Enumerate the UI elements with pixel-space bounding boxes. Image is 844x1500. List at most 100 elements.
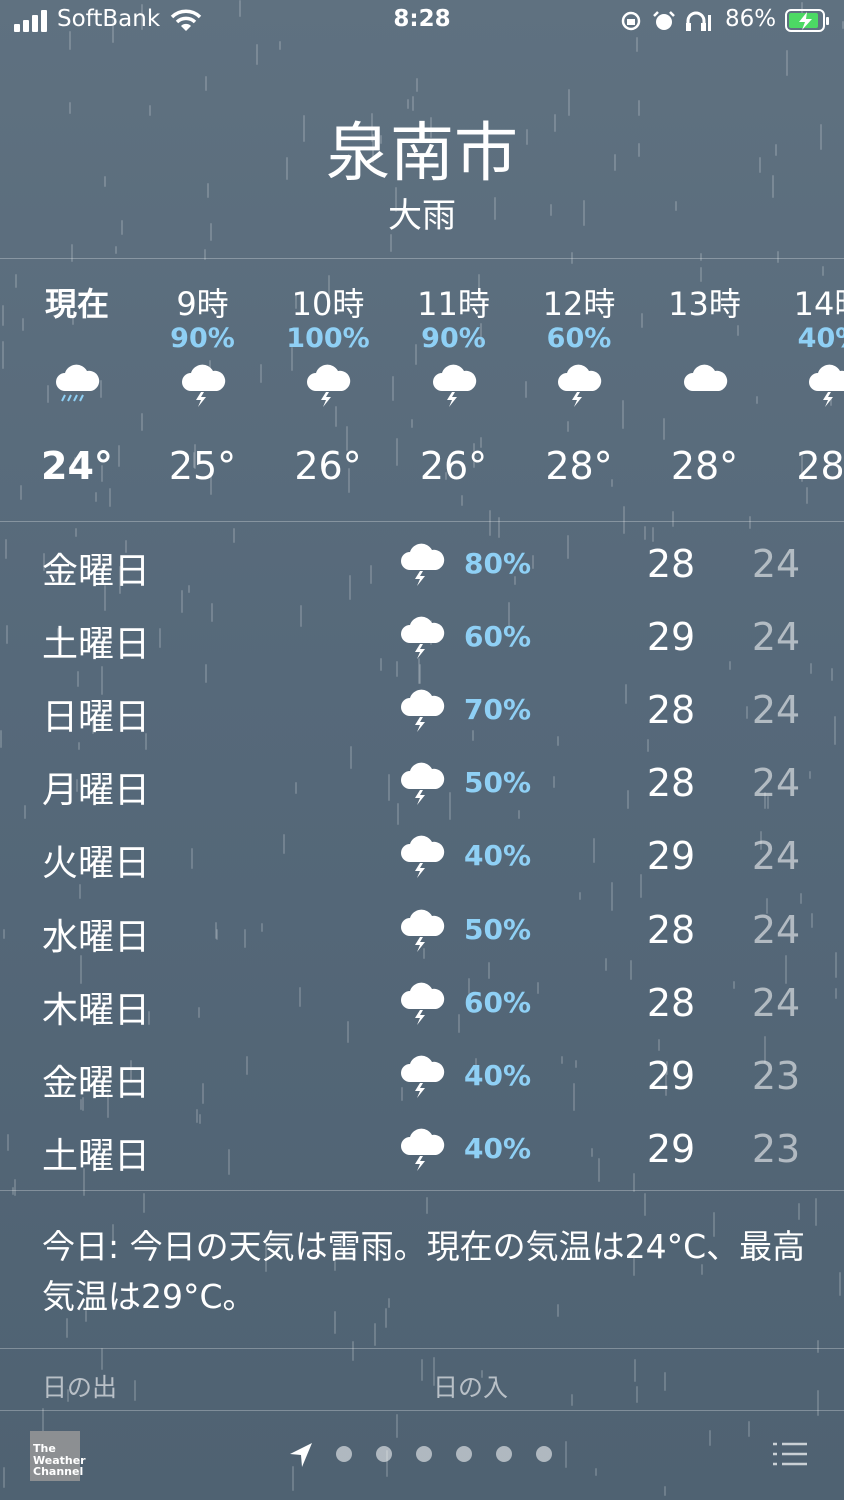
rain-streak <box>658 1039 660 1051</box>
rain-streak <box>800 893 802 904</box>
rain-streak <box>112 1224 114 1246</box>
weather-icon <box>804 361 844 409</box>
day-high: 29 <box>646 615 696 660</box>
divider <box>0 258 844 259</box>
rain-streak <box>205 664 207 683</box>
hour-pop: 100% <box>286 323 370 354</box>
city-name: 泉南市 <box>326 117 518 191</box>
rain-streak <box>134 1380 136 1401</box>
rain-streak <box>598 1158 600 1182</box>
rain-streak <box>633 1173 635 1192</box>
rain-streak <box>811 913 813 928</box>
rain-streak <box>199 1114 201 1124</box>
status-icons <box>621 11 711 31</box>
rain-streak <box>553 776 555 788</box>
rain-streak <box>766 898 768 914</box>
rain-streak <box>478 274 480 300</box>
rain-streak <box>349 575 351 600</box>
rain-streak <box>518 810 520 819</box>
rain-streak <box>595 1468 597 1476</box>
rain-streak <box>638 100 640 116</box>
rain-streak <box>749 516 751 529</box>
rain-streak <box>591 1148 593 1157</box>
rain-streak <box>3 929 5 939</box>
day-name: 木曜日 <box>42 989 151 1031</box>
icon-graphic <box>401 762 445 806</box>
rain-streak <box>299 987 301 1007</box>
hour-pop: 40% <box>797 323 844 354</box>
rain-streak <box>261 923 263 932</box>
rain-streak <box>733 981 735 989</box>
rain-streak <box>74 457 76 474</box>
rain-streak <box>663 418 665 440</box>
rain-streak <box>107 1092 109 1118</box>
rain-streak <box>347 1021 349 1043</box>
rain-streak <box>397 803 399 825</box>
day-low: 24 <box>751 542 801 586</box>
day-high: 28 <box>646 980 696 1025</box>
rain-streak <box>567 535 569 559</box>
rain-streak <box>83 1168 85 1196</box>
rain-streak <box>532 555 534 569</box>
rain-streak <box>348 468 350 493</box>
weather-icon <box>396 540 448 588</box>
rain-streak <box>759 157 761 173</box>
rain-streak <box>207 183 209 198</box>
day-high: 28 <box>646 542 696 586</box>
day-low: 24 <box>751 615 801 660</box>
rain-streak <box>664 1372 666 1391</box>
weather-icon <box>302 361 354 409</box>
weather-icon <box>396 686 448 734</box>
rain-streak <box>760 831 762 850</box>
rain-streak <box>2 341 4 369</box>
rain-streak <box>480 323 482 343</box>
rain-streak <box>82 1097 84 1111</box>
day-name: 土曜日 <box>42 1135 151 1177</box>
location-button[interactable] <box>286 1440 316 1470</box>
rain-streak <box>641 313 643 328</box>
rain-streak <box>350 746 352 769</box>
rain-streak <box>583 200 585 226</box>
rain-streak <box>644 526 646 540</box>
hour-label: 14時 <box>793 285 844 323</box>
weather-icon <box>396 979 448 1027</box>
icon-graphic <box>401 909 445 952</box>
rain-streak <box>85 1310 87 1322</box>
list-button[interactable] <box>770 1440 810 1470</box>
day-low: 24 <box>751 834 801 879</box>
day-low: 23 <box>751 1053 801 1098</box>
rain-streak <box>636 1386 638 1403</box>
rain-streak <box>525 381 527 398</box>
rain-streak <box>494 197 496 220</box>
rain-streak <box>634 1359 636 1382</box>
rain-streak <box>210 223 212 241</box>
rain-streak <box>95 492 97 502</box>
weather-channel-logo[interactable]: The Weather Channel <box>30 1431 86 1481</box>
battery-percent: 86% <box>725 6 777 32</box>
weather-icon <box>396 759 448 807</box>
rain-streak <box>830 397 832 406</box>
rain-streak <box>370 565 372 584</box>
rain-streak <box>204 249 206 260</box>
icon-graphic <box>307 364 351 407</box>
rain-streak <box>554 114 556 132</box>
rain-streak <box>767 796 769 809</box>
rain-streak <box>371 113 373 142</box>
day-high: 28 <box>646 761 696 806</box>
page-dots[interactable] <box>330 1440 560 1468</box>
rain-streak <box>567 421 569 432</box>
rain-streak <box>396 438 398 466</box>
weather-icon <box>553 361 605 409</box>
rain-streak <box>69 31 71 50</box>
rain-streak <box>473 443 475 468</box>
rain-streak <box>675 201 677 211</box>
rain-streak <box>66 1318 68 1338</box>
rain-streak <box>644 1193 646 1216</box>
rain-streak <box>498 517 500 538</box>
rain-streak <box>468 978 470 994</box>
rain-streak <box>104 585 106 611</box>
rain-streak <box>568 89 570 116</box>
rain-streak <box>611 882 613 911</box>
day-name: 水曜日 <box>42 916 151 958</box>
